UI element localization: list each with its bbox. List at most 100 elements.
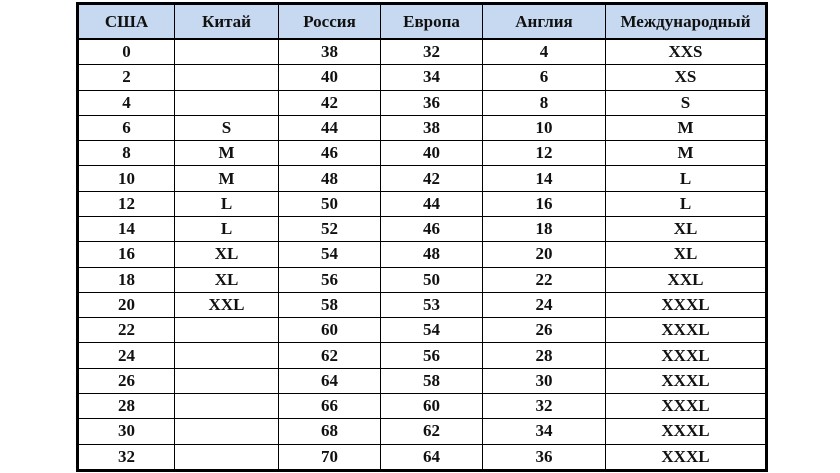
cell-europe: 32 [380, 38, 483, 66]
cell-uk: 10 [482, 114, 606, 142]
cell-uk: 32 [482, 392, 606, 420]
table-row: 14 L 52 46 18 XL [77, 215, 767, 243]
cell-uk: 34 [482, 418, 606, 445]
table-row: 12 L 50 44 16 L [77, 190, 767, 217]
cell-international: L [605, 190, 767, 217]
cell-international: XXXL [605, 392, 767, 420]
cell-usa: 20 [77, 291, 175, 319]
table-row: 20 XXL 58 53 24 XXXL [77, 291, 767, 319]
cell-international: XXXL [605, 291, 767, 319]
table-row: 26 64 58 30 XXXL [77, 367, 767, 394]
table-row: 16 XL 54 48 20 XL [77, 241, 767, 268]
cell-uk: 20 [482, 241, 606, 268]
column-header-usa: США [77, 3, 175, 40]
table-body: 0 38 32 4 XXS 2 40 34 6 XS 4 42 36 8 S 6 S 44 38 10 M 8 M 46 40 1… [77, 38, 767, 472]
cell-uk: 24 [482, 291, 606, 319]
cell-europe: 56 [380, 342, 483, 369]
cell-russia: 40 [278, 64, 381, 91]
cell-uk: 28 [482, 342, 606, 369]
table-row: 28 66 60 32 XXXL [77, 392, 767, 420]
table-row: 18 XL 56 50 22 XXL [77, 266, 767, 293]
table-row: 24 62 56 28 XXXL [77, 342, 767, 369]
cell-usa: 0 [77, 38, 175, 66]
cell-uk: 22 [482, 266, 606, 293]
cell-international: XXXL [605, 317, 767, 344]
cell-russia: 60 [278, 317, 381, 344]
cell-china: M [174, 165, 279, 192]
table-row: 2 40 34 6 XS [77, 64, 767, 91]
cell-usa: 12 [77, 190, 175, 217]
table-row: 32 70 64 36 XXXL [77, 443, 767, 472]
cell-international: XS [605, 64, 767, 91]
cell-china: XXL [174, 291, 279, 319]
cell-international: XXXL [605, 418, 767, 445]
column-header-china: Китай [174, 3, 279, 40]
cell-europe: 46 [380, 215, 483, 243]
cell-usa: 2 [77, 64, 175, 91]
cell-russia: 56 [278, 266, 381, 293]
cell-usa: 10 [77, 165, 175, 192]
cell-international: XXXL [605, 367, 767, 394]
cell-europe: 58 [380, 367, 483, 394]
cell-china: L [174, 215, 279, 243]
cell-russia: 62 [278, 342, 381, 369]
cell-europe: 42 [380, 165, 483, 192]
column-header-europe: Европа [380, 3, 483, 40]
cell-europe: 38 [380, 114, 483, 142]
cell-usa: 18 [77, 266, 175, 293]
cell-china: XL [174, 241, 279, 268]
cell-europe: 48 [380, 241, 483, 268]
cell-china: XL [174, 266, 279, 293]
cell-uk: 8 [482, 89, 606, 116]
cell-russia: 52 [278, 215, 381, 243]
cell-china [174, 317, 279, 344]
cell-usa: 6 [77, 114, 175, 142]
cell-usa: 24 [77, 342, 175, 369]
cell-usa: 32 [77, 443, 175, 472]
cell-russia: 54 [278, 241, 381, 268]
cell-europe: 53 [380, 291, 483, 319]
cell-international: XXL [605, 266, 767, 293]
cell-usa: 4 [77, 89, 175, 116]
cell-usa: 14 [77, 215, 175, 243]
cell-china [174, 418, 279, 445]
cell-uk: 12 [482, 140, 606, 167]
cell-china [174, 89, 279, 116]
cell-international: M [605, 140, 767, 167]
cell-uk: 16 [482, 190, 606, 217]
cell-usa: 8 [77, 140, 175, 167]
cell-usa: 22 [77, 317, 175, 344]
cell-international: XL [605, 241, 767, 268]
cell-russia: 48 [278, 165, 381, 192]
size-chart-table: США Китай Россия Европа Англия Международный … [76, 2, 768, 472]
cell-china [174, 342, 279, 369]
cell-uk: 30 [482, 367, 606, 394]
table-row: 4 42 36 8 S [77, 89, 767, 116]
cell-china [174, 392, 279, 420]
cell-europe: 44 [380, 190, 483, 217]
cell-china [174, 38, 279, 66]
cell-russia: 46 [278, 140, 381, 167]
cell-uk: 4 [482, 38, 606, 66]
cell-international: XXXL [605, 342, 767, 369]
cell-international: S [605, 89, 767, 116]
cell-europe: 62 [380, 418, 483, 445]
cell-russia: 70 [278, 443, 381, 472]
cell-uk: 6 [482, 64, 606, 91]
cell-europe: 50 [380, 266, 483, 293]
table-row: 30 68 62 34 XXXL [77, 418, 767, 445]
cell-uk: 18 [482, 215, 606, 243]
cell-china: M [174, 140, 279, 167]
cell-europe: 64 [380, 443, 483, 472]
cell-international: XXXL [605, 443, 767, 472]
cell-international: XXS [605, 38, 767, 66]
table-row: 10 M 48 42 14 L [77, 165, 767, 192]
table-row: 0 38 32 4 XXS [77, 38, 767, 66]
cell-international: XL [605, 215, 767, 243]
table-row: 22 60 54 26 XXXL [77, 317, 767, 344]
column-header-uk: Англия [482, 3, 606, 40]
cell-international: L [605, 165, 767, 192]
table-row: 6 S 44 38 10 M [77, 114, 767, 142]
cell-russia: 42 [278, 89, 381, 116]
cell-russia: 50 [278, 190, 381, 217]
